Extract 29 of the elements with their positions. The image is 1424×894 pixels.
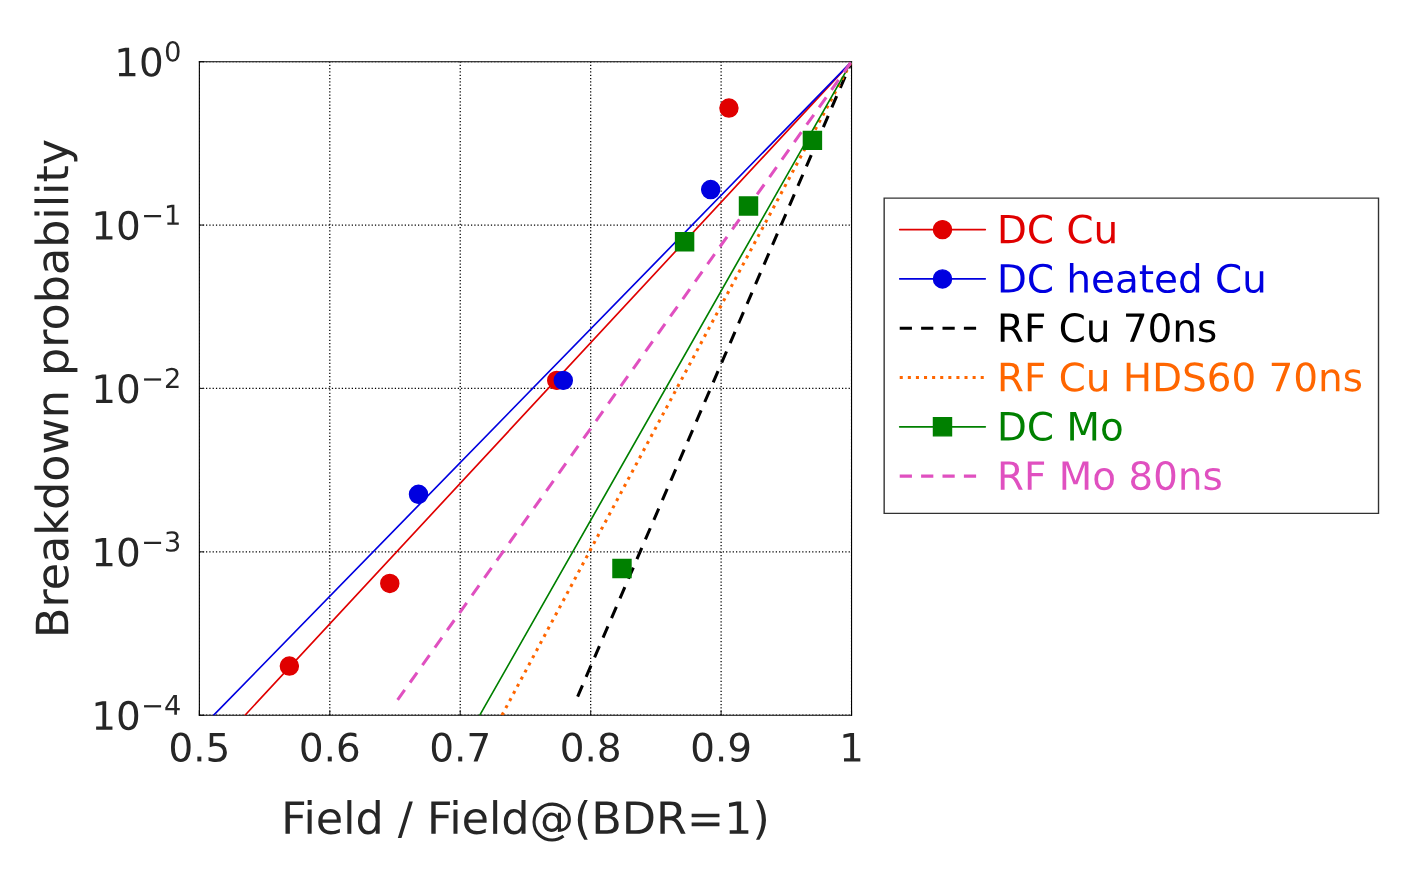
- x-tick-label: 0.6: [301, 732, 359, 762]
- point: [719, 98, 739, 118]
- y-tick-label: 10$^{0}$: [118, 41, 180, 77]
- point: [553, 370, 574, 391]
- legend-label: RF Cu 70ns: [1000, 312, 1216, 343]
- x-axis-title: Field / Field@(BDR=1): [285, 800, 766, 842]
- legend-label: DC Cu: [1000, 214, 1115, 244]
- legend-label: RF Cu HDS60 70ns: [1000, 362, 1362, 392]
- y-tick-label: 10$^{−2}$: [95, 367, 179, 404]
- legend-label: DC Mo: [1000, 411, 1122, 442]
- y-tick-label: 10$^{−3}$: [95, 531, 180, 567]
- x-tick-label: 0.9: [692, 732, 750, 762]
- point: [802, 130, 823, 151]
- point: [408, 484, 429, 505]
- point: [279, 656, 300, 676]
- y-tick-label: 10$^{−1}$: [95, 204, 179, 241]
- point: [380, 573, 400, 594]
- point: [738, 196, 759, 216]
- point: [674, 232, 695, 252]
- legend-label: DC heated Cu: [1000, 262, 1264, 294]
- x-tick-label: 0.7: [431, 732, 488, 762]
- point: [612, 558, 632, 579]
- x-tick-label: 0.8: [562, 732, 619, 762]
- x-tick-label: 0.5: [171, 732, 227, 762]
- x-tick-label: 1: [843, 733, 861, 762]
- point: [700, 179, 721, 200]
- legend-label: RF Mo 80ns: [1000, 460, 1221, 491]
- y-axis-title: Breakdown probability: [34, 140, 78, 634]
- y-tick-label: 10$^{−4}$: [95, 694, 180, 731]
